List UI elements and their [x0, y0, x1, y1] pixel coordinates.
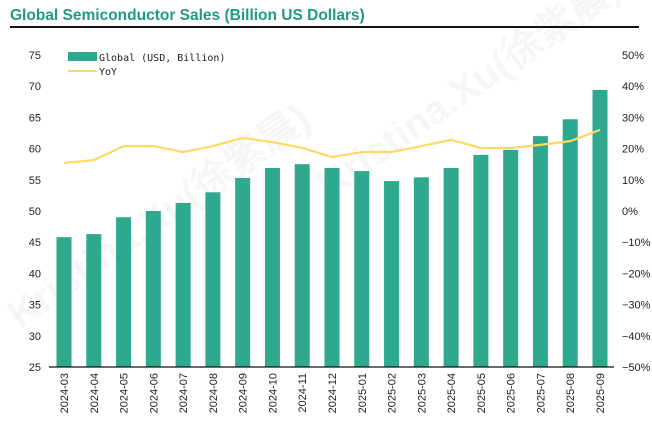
x-tick-label: 2024-09 [238, 373, 250, 413]
right-tick-label: −50% [622, 362, 651, 374]
bar-2025-02 [384, 181, 400, 367]
left-tick-label: 50 [29, 206, 41, 218]
right-tick-label: 10% [622, 175, 644, 187]
left-tick-label: 35 [29, 300, 41, 312]
x-tick-label: 2024-03 [59, 373, 71, 413]
x-tick-label: 2025-03 [416, 373, 428, 413]
bar-2024-08 [205, 192, 221, 367]
left-tick-label: 40 [29, 268, 41, 280]
x-tick-label: 2024-07 [178, 373, 190, 413]
yoy-line [63, 128, 601, 165]
x-tick-label: 2025-09 [595, 373, 607, 413]
x-tick-label: 2025-04 [446, 373, 458, 413]
title-underline [10, 26, 639, 28]
bar-2025-09 [592, 89, 608, 367]
x-tick-label: 2024-05 [119, 373, 131, 413]
x-tick-label: 2025-01 [357, 373, 369, 413]
left-tick-label: 75 [29, 50, 41, 62]
right-tick-label: −20% [622, 268, 651, 280]
bar-series [56, 89, 608, 367]
right-tick-label: −30% [622, 300, 651, 312]
right-tick-label: −40% [622, 331, 651, 343]
bar-2024-09 [235, 177, 251, 367]
right-tick-label: 40% [622, 81, 644, 93]
x-tick-label: 2024-06 [148, 373, 160, 413]
x-tick-label: 2024-04 [89, 373, 101, 413]
x-tick-label: 2024-08 [208, 373, 220, 413]
left-tick-label: 70 [29, 81, 41, 93]
bar-2025-03 [413, 177, 429, 367]
bar-2024-04 [86, 234, 102, 367]
bar-2025-01 [354, 171, 370, 367]
bar-2024-12 [324, 167, 340, 367]
legend: Global (USD, Billion) YoY [68, 52, 225, 78]
left-tick-label: 45 [29, 237, 41, 249]
bar-2025-06 [503, 149, 519, 367]
right-tick-label: 50% [622, 50, 644, 62]
legend-label-global: Global (USD, Billion) [99, 53, 225, 64]
left-tick-label: 30 [29, 331, 41, 343]
bar-2024-10 [264, 167, 280, 367]
bar-2025-05 [473, 154, 489, 367]
x-tick-label: 2024-12 [327, 373, 339, 413]
legend-swatch-global [68, 52, 97, 61]
left-axis: 75 70 65 60 55 50 45 40 35 30 25 [29, 50, 41, 374]
x-tick-label: 2025-05 [476, 373, 488, 413]
right-tick-label: 0% [622, 206, 638, 218]
bar-2024-03 [56, 237, 72, 367]
x-tick-label: 2025-07 [535, 373, 547, 413]
bar-2025-08 [562, 119, 578, 367]
bar-2025-07 [532, 136, 548, 367]
x-tick-label: 2025-06 [506, 373, 518, 413]
x-tick-label: 2024-11 [297, 373, 309, 413]
bar-2025-04 [443, 167, 459, 367]
chart-title: Global Semiconductor Sales (Billion US D… [10, 7, 365, 24]
legend-label-yoy: YoY [99, 67, 117, 78]
x-tick-label: 2024-10 [267, 373, 279, 413]
x-axis-labels: 2024-03 2024-04 2024-05 2024-06 2024-07 2024-… [59, 373, 607, 413]
left-tick-label: 25 [29, 362, 41, 374]
yoy-line-series [63, 128, 601, 165]
bar-2024-05 [116, 217, 132, 367]
left-tick-label: 60 [29, 144, 41, 156]
right-tick-label: −10% [622, 237, 651, 249]
right-tick-label: 20% [622, 144, 644, 156]
x-tick-label: 2025-02 [387, 373, 399, 413]
x-tick-label: 2025-08 [565, 373, 577, 413]
left-tick-label: 65 [29, 112, 41, 124]
bar-2024-06 [145, 211, 161, 367]
bar-2024-11 [294, 164, 310, 367]
right-tick-label: 30% [622, 112, 644, 124]
left-tick-label: 55 [29, 175, 41, 187]
bar-2024-07 [175, 202, 191, 367]
right-axis: 50% 40% 30% 20% 10% 0% −10% −20% −30% −40% −50% [622, 50, 651, 374]
